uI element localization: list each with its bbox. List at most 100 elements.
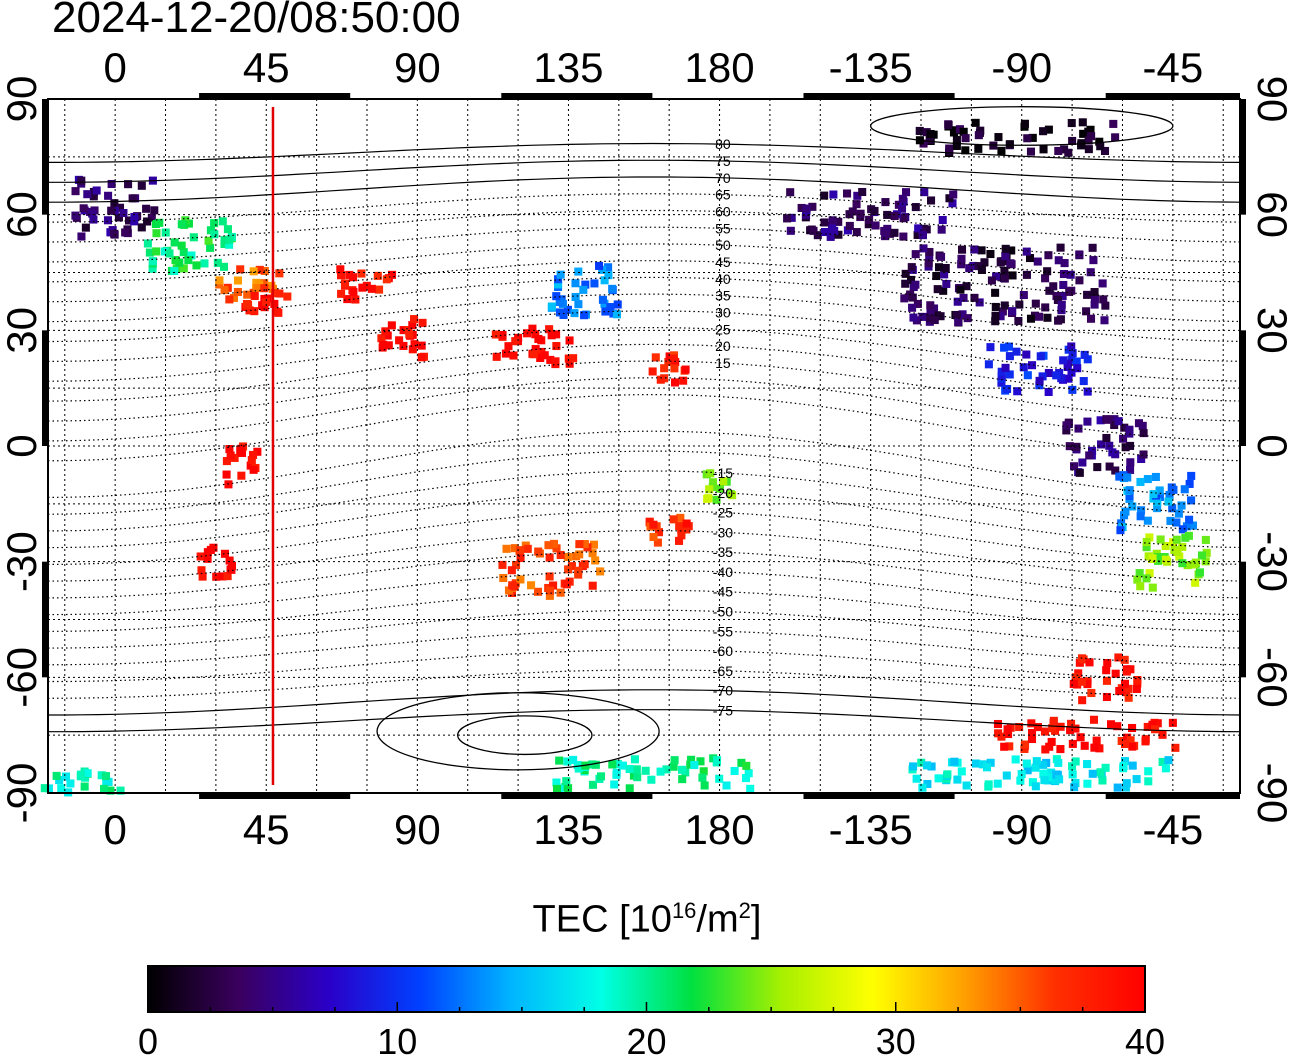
tec-cell <box>927 196 936 205</box>
tec-cell <box>223 572 232 581</box>
tec-cell <box>107 206 116 215</box>
tec-cell <box>809 226 818 235</box>
tec-cell <box>1092 736 1101 745</box>
tec-cell <box>340 279 350 288</box>
tec-cell <box>1056 745 1065 754</box>
tec-cell <box>101 772 110 781</box>
tec-cell <box>498 330 507 340</box>
tec-cell <box>975 298 984 307</box>
tec-cell <box>971 118 980 127</box>
tec-cell <box>1100 316 1109 325</box>
tec-cell <box>1020 119 1029 128</box>
tec-cell <box>890 228 899 237</box>
tec-cell <box>97 771 106 780</box>
tec-cell <box>883 224 892 233</box>
magnetic-contour <box>48 159 1241 183</box>
tec-cell <box>706 469 715 478</box>
contour-label: 80 <box>715 136 731 152</box>
lat-tick-left: 90 <box>0 76 45 123</box>
tec-cell <box>375 285 384 294</box>
tec-cell <box>918 231 928 240</box>
tec-cell <box>1151 725 1160 734</box>
tec-cell <box>83 190 92 199</box>
tec-cell <box>1035 376 1044 385</box>
tec-cell <box>1039 760 1048 769</box>
tec-cell <box>348 273 358 282</box>
tec-cell <box>229 293 239 302</box>
magnetic-pole-contour <box>456 715 593 756</box>
tec-cell <box>1113 722 1122 731</box>
tec-cell <box>145 248 154 257</box>
tec-cell <box>656 375 665 384</box>
tec-cell <box>1202 548 1211 557</box>
tec-cell <box>1078 677 1087 686</box>
tec-cell <box>492 352 501 361</box>
contour-label: -25 <box>713 505 733 521</box>
tec-cell <box>1071 757 1080 766</box>
tec-cell <box>223 225 232 234</box>
tec-cell <box>897 204 907 213</box>
tec-cell <box>243 290 252 299</box>
magnetic-contour <box>48 709 1241 733</box>
tec-cell <box>1108 448 1117 457</box>
tec-cell <box>957 767 966 776</box>
tec-cell <box>1064 374 1073 383</box>
tec-cell <box>1126 441 1135 450</box>
tec-cell <box>152 229 161 238</box>
tec-cell <box>549 539 559 548</box>
tec-cell <box>237 448 247 457</box>
tec-cell <box>912 774 921 783</box>
magnetic-contour <box>48 193 1241 223</box>
tec-cell <box>678 775 687 784</box>
magnetic-contour <box>47 529 1241 582</box>
tec-cell <box>358 283 367 292</box>
tec-cell <box>1102 692 1111 702</box>
tec-cell <box>1090 295 1099 304</box>
tec-cell <box>1062 426 1071 435</box>
tec-cell <box>253 284 262 293</box>
tec-cell <box>919 244 928 253</box>
tec-cell <box>937 225 946 234</box>
tec-cell <box>961 134 970 143</box>
magnetic-contour <box>47 276 1241 323</box>
tec-cell <box>677 531 686 540</box>
tec-cell <box>534 334 543 343</box>
tec-cell <box>885 229 894 238</box>
tec-cell <box>357 269 366 278</box>
lon-tick-bottom: 180 <box>685 806 755 853</box>
tec-cell <box>625 784 634 793</box>
tec-cell <box>275 289 284 298</box>
tec-cell <box>1032 757 1041 766</box>
tec-cell <box>986 758 995 767</box>
tec-cell <box>625 764 634 774</box>
tec-cell <box>77 176 86 185</box>
tec-cell <box>220 286 229 295</box>
tec-cell <box>1096 768 1105 777</box>
tec-cell <box>1031 782 1040 791</box>
tec-cell <box>1080 350 1089 359</box>
tec-cell <box>1151 472 1160 481</box>
tec-cell <box>575 540 584 549</box>
tec-cell <box>813 231 822 240</box>
tec-cell <box>1075 250 1084 259</box>
tec-cell <box>103 216 112 225</box>
contour-label: -15 <box>713 465 733 481</box>
tec-cell <box>696 757 705 766</box>
contour-label: 50 <box>715 237 731 253</box>
tec-cell <box>206 243 215 252</box>
tec-cell <box>536 353 545 363</box>
tec-cell <box>77 232 86 241</box>
tec-cell <box>270 299 279 308</box>
tec-cell <box>1016 776 1025 785</box>
tec-cell <box>834 230 843 239</box>
contour-label: -70 <box>713 683 733 699</box>
tec-cell <box>349 288 358 297</box>
tec-cell <box>244 300 253 309</box>
tec-cell <box>1111 466 1120 475</box>
tec-cell <box>654 528 664 537</box>
tec-cell <box>1067 719 1076 728</box>
tec-cell <box>1059 356 1068 365</box>
tec-cell <box>516 554 525 563</box>
tec-cell <box>843 226 852 235</box>
